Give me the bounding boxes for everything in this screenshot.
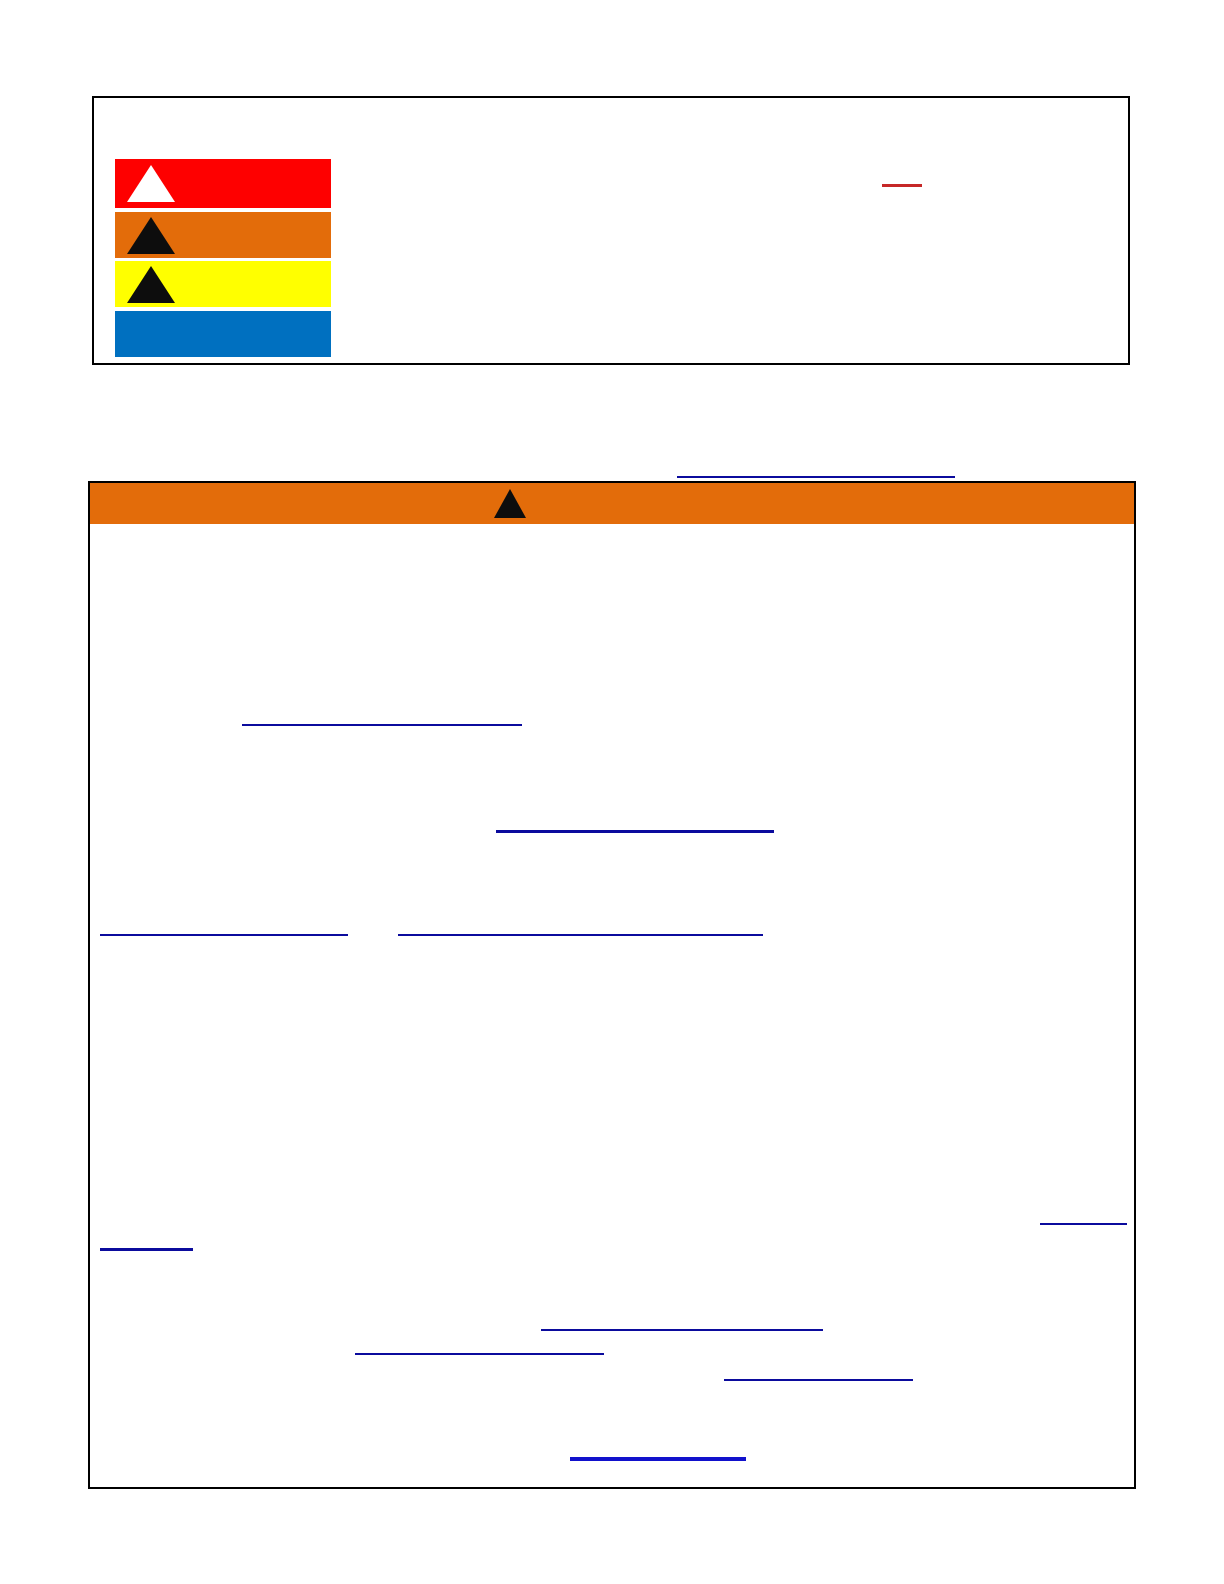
hyperlink-underline[interactable] — [1040, 1223, 1127, 1225]
emphasis-underline — [882, 184, 922, 187]
hyperlink-underline[interactable] — [242, 724, 522, 726]
hyperlink-underline[interactable] — [398, 934, 763, 936]
hyperlink-underline[interactable] — [100, 1248, 193, 1251]
hyperlink-underline[interactable] — [724, 1379, 913, 1381]
warning-triangle-icon — [127, 266, 175, 303]
hyperlink-underline[interactable] — [677, 476, 955, 478]
danger-signal-panel — [115, 159, 331, 208]
safety-legend-box — [92, 96, 1130, 365]
hyperlink-underline[interactable] — [541, 1329, 823, 1331]
hyperlink-underline[interactable] — [496, 830, 774, 833]
warning-signal-panel — [115, 212, 331, 258]
notice-signal-panel — [115, 311, 331, 357]
warning-triangle-icon — [494, 489, 526, 518]
caution-signal-panel — [115, 261, 331, 307]
hyperlink-underline[interactable] — [355, 1353, 604, 1355]
hyperlink-underline[interactable] — [100, 934, 348, 936]
warning-header-band — [90, 483, 1134, 524]
warning-section-box — [88, 481, 1136, 1489]
warning-triangle-icon — [127, 217, 175, 254]
warning-triangle-icon — [127, 165, 175, 202]
hyperlink-underline[interactable] — [570, 1457, 746, 1461]
